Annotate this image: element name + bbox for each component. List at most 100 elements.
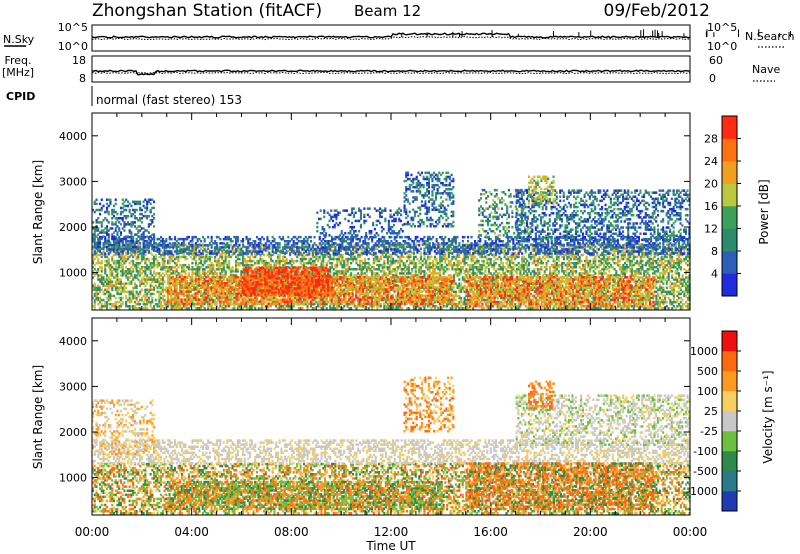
heatmap-cell (200, 294, 203, 298)
heatmap-cell (181, 266, 184, 269)
heatmap-cell (222, 288, 225, 292)
heatmap-cell (294, 259, 297, 263)
heatmap-cell (283, 280, 286, 283)
heatmap-cell (170, 257, 173, 261)
heatmap-cell (200, 284, 203, 287)
heatmap-cell (207, 263, 210, 267)
heatmap-cell (95, 251, 98, 255)
heatmap-cell (304, 276, 307, 279)
heatmap-cell (528, 268, 531, 271)
heatmap-cell (123, 261, 126, 265)
heatmap-cell (482, 259, 485, 263)
heatmap-cell (231, 266, 234, 269)
heatmap-cell (208, 243, 211, 246)
heatmap-cell (266, 243, 269, 246)
heatmap-cell (215, 253, 218, 257)
heatmap-cell (158, 284, 161, 287)
heatmap-cell (135, 302, 138, 306)
heatmap-cell (264, 300, 267, 304)
heatmap-cell (184, 270, 187, 273)
heatmap-cell (154, 257, 157, 261)
heatmap-cell (212, 280, 215, 283)
heatmap-cell (238, 288, 241, 292)
heatmap-cell (140, 288, 143, 292)
heatmap-cell (130, 274, 133, 277)
heatmap-cell (93, 284, 96, 287)
heatmap-cell (562, 280, 565, 283)
heatmap-cell (92, 296, 95, 300)
heatmap-cell (419, 251, 422, 255)
heatmap-cell (144, 243, 147, 246)
heatmap-cell (250, 249, 253, 253)
heatmap-cell (123, 286, 126, 289)
heatmap-cell (179, 251, 182, 255)
heatmap-cell (165, 302, 168, 306)
heatmap-cell (144, 307, 147, 310)
heatmap-cell (240, 272, 243, 275)
heatmap-cell (538, 268, 541, 271)
heatmap-cell (231, 274, 234, 277)
heatmap-cell (93, 286, 96, 289)
heatmap-cell (194, 272, 197, 275)
heatmap-cell (222, 268, 225, 271)
heatmap-cell (252, 280, 255, 283)
heatmap-cell (503, 266, 506, 269)
heatmap-cell (158, 274, 161, 277)
heatmap-cell (357, 268, 360, 271)
heatmap-cell (140, 282, 143, 285)
heatmap-cell (278, 284, 281, 287)
heatmap-cell (198, 270, 201, 273)
heatmap-cell (268, 284, 271, 287)
heatmap-cell (126, 278, 129, 281)
heatmap-cell (236, 280, 239, 283)
nsearch-line (91, 36, 691, 41)
heatmap-cell (125, 296, 128, 300)
heatmap-cell (142, 270, 145, 273)
heatmap-cell (283, 255, 286, 259)
heatmap-cell (515, 268, 518, 271)
heatmap-cell (149, 261, 152, 265)
heatmap-cell (144, 288, 147, 292)
heatmap-cell (310, 268, 313, 271)
heatmap-cell (175, 302, 178, 306)
heatmap-cell (297, 296, 300, 300)
heatmap-cell (118, 282, 121, 285)
heatmap-cell (372, 257, 375, 261)
heatmap-cell (235, 263, 238, 267)
heatmap-cell (158, 292, 161, 296)
heatmap-cell (229, 294, 232, 298)
heatmap-cell (432, 305, 435, 308)
heatmap-cell (161, 253, 164, 257)
heatmap-cell (112, 294, 115, 298)
heatmap-cell (215, 272, 218, 275)
heatmap-cell (111, 257, 114, 261)
heatmap-cell (106, 302, 109, 306)
heatmap-cell (259, 257, 262, 261)
heatmap-cell (353, 255, 356, 259)
heatmap-cell (217, 251, 220, 255)
heatmap-cell (123, 257, 126, 261)
heatmap-cell (273, 268, 276, 271)
heatmap-cell (153, 257, 156, 261)
heatmap-cell (168, 266, 171, 269)
heatmap-cell (350, 268, 353, 271)
nsky-bottom-tick: 10^0 (58, 40, 88, 53)
heatmap-cell (102, 278, 105, 281)
heatmap-cell (107, 286, 110, 289)
heatmap-cell (245, 272, 248, 275)
heatmap-cell (250, 298, 253, 302)
heatmap-cell (137, 270, 140, 273)
heatmap-cell (151, 280, 154, 283)
heatmap-cell (142, 257, 145, 261)
heatmap-cell (139, 292, 142, 296)
heatmap-cell (144, 253, 147, 257)
heatmap-cell (123, 270, 126, 273)
heatmap-cell (160, 290, 163, 294)
heatmap-cell (362, 249, 365, 253)
heatmap-cell (311, 253, 314, 257)
heatmap-cell (212, 268, 215, 271)
heatmap-cell (240, 261, 243, 265)
heatmap-cell (522, 302, 525, 306)
power-heatmap-cells (92, 171, 691, 310)
heatmap-cell (214, 276, 217, 279)
